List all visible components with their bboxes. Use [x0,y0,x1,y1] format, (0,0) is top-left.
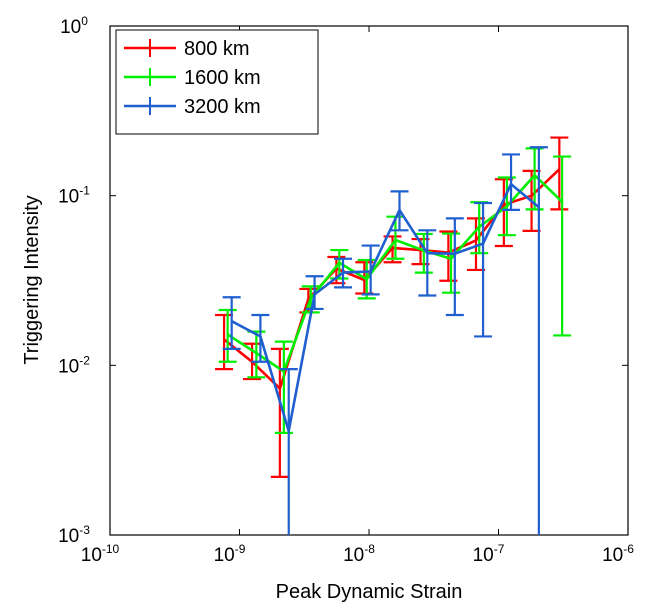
x-axis-label: Peak Dynamic Strain [276,581,463,603]
legend-label: 800 km [184,38,250,60]
series-line-3200-km [231,182,540,433]
axes-layer: 10-10 10-9 10-8 10-7 10-6 10-3 10-2 10-1 100 [58,14,634,566]
legend-items: 800 km 1600 km 3200 km [124,38,261,118]
y-tick-label: 10-3 [58,523,90,547]
x-tick-label: 10-7 [473,542,505,566]
legend-item: 3200 km [124,96,261,118]
legend-label: 3200 km [184,96,261,118]
y-tick-label: 10-1 [58,184,90,208]
y-axis-label: Triggering Intensity [21,195,43,364]
x-tick-label: 10-8 [343,542,375,566]
legend-label: 1600 km [184,67,261,89]
y-tick-label: 10-2 [58,353,90,377]
x-tick-label: 10-9 [214,542,246,566]
x-tick-label: 10-10 [81,542,120,566]
series-line-1600-km [226,173,564,373]
series-line-800-km [223,168,561,390]
series-3200-km [222,146,548,535]
legend-item: 800 km [124,38,250,60]
legend: 800 km 1600 km 3200 km [115,29,319,135]
series-layer [215,136,572,535]
legend-item: 1600 km [124,67,261,89]
x-tick-label: 10-6 [602,542,634,566]
y-tick-label: 100 [60,14,88,38]
